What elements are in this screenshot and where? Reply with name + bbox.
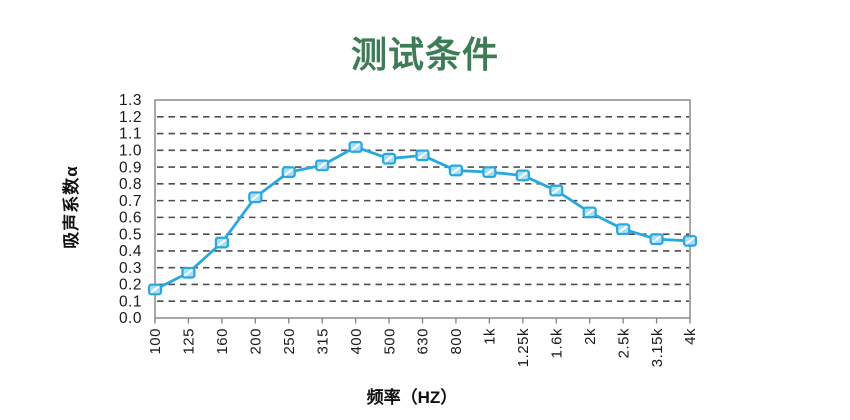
y-tick-label: 0.9 <box>119 159 142 176</box>
y-tick-label: 1.0 <box>119 143 142 160</box>
data-point-marker <box>181 266 196 279</box>
x-axis-title: 频率（HZ） <box>366 388 458 407</box>
marker-slash <box>484 168 494 176</box>
y-tick-label: 0.8 <box>119 176 142 193</box>
marker-slash <box>518 171 528 180</box>
x-tick-label: 1k <box>482 328 499 345</box>
marker-slash <box>585 208 595 216</box>
marker-slash <box>150 285 160 294</box>
data-point-marker <box>616 223 631 236</box>
data-point-marker <box>515 169 530 182</box>
data-point-marker <box>248 191 263 204</box>
x-tick-label: 800 <box>448 328 465 355</box>
y-tick-label: 0.6 <box>119 210 142 227</box>
marker-slash <box>284 168 294 176</box>
x-tick-label: 200 <box>248 328 265 355</box>
data-point-marker <box>582 206 597 219</box>
data-point-marker <box>147 283 163 296</box>
data-point-marker <box>682 234 698 247</box>
data-point-marker <box>448 164 464 177</box>
marker-slash <box>351 143 361 151</box>
x-tick-label: 250 <box>281 328 298 355</box>
x-tick-label: 2k <box>582 328 599 345</box>
marker-slash <box>618 225 628 233</box>
marker-slash <box>384 155 394 163</box>
x-tick-label: 3.15k <box>649 328 666 367</box>
marker-slash <box>317 161 327 169</box>
marker-slash <box>551 186 561 195</box>
marker-slash <box>451 166 461 175</box>
data-point-marker <box>649 233 664 246</box>
x-tick-label: 125 <box>181 328 198 355</box>
y-tick-label: 1.1 <box>119 126 142 143</box>
y-tick-label: 1.2 <box>119 109 142 126</box>
x-tick-label: 2.5k <box>615 328 632 358</box>
y-tick-label: 0.3 <box>119 260 142 277</box>
x-tick-label: 500 <box>381 328 398 355</box>
x-tick-label: 1.25k <box>515 328 532 367</box>
data-point-marker <box>381 152 397 165</box>
data-point-marker <box>281 166 296 179</box>
y-tick-label: 0.2 <box>119 277 142 294</box>
marker-slash <box>250 193 260 201</box>
marker-slash <box>652 235 661 243</box>
y-tick-label: 1.3 <box>119 92 142 109</box>
y-tick-label: 0.5 <box>119 226 142 243</box>
data-point-marker <box>549 184 564 197</box>
x-tick-label: 400 <box>348 328 365 355</box>
marker-slash <box>217 238 227 247</box>
x-tick-label: 160 <box>214 328 231 355</box>
x-tick-label: 1.6k <box>548 328 565 358</box>
y-tick-label: 0.4 <box>119 243 142 260</box>
marker-slash <box>184 269 193 277</box>
marker-slash <box>418 151 427 159</box>
data-point-marker <box>415 149 430 162</box>
data-point-marker <box>315 159 330 172</box>
x-tick-label: 315 <box>314 328 331 355</box>
plot-border <box>154 99 691 319</box>
x-tick-label: 630 <box>415 328 432 355</box>
y-tick-label: 0.1 <box>119 293 142 310</box>
marker-slash <box>685 237 695 245</box>
data-point-marker <box>214 236 229 249</box>
data-point-marker <box>482 166 497 179</box>
y-tick-label: 0.0 <box>119 310 142 327</box>
y-tick-label: 0.7 <box>119 193 142 210</box>
x-tick-label: 4k <box>682 328 699 345</box>
page-title: 测试条件 <box>350 34 499 75</box>
data-point-marker <box>348 141 363 153</box>
x-tick-label: 100 <box>147 328 164 355</box>
